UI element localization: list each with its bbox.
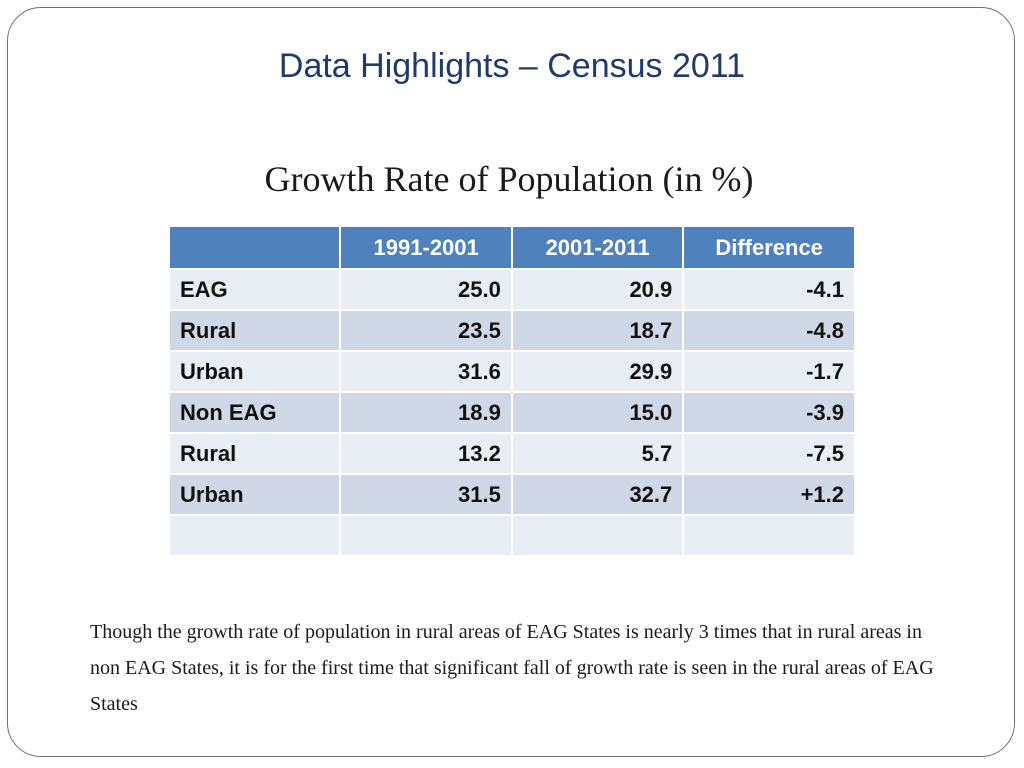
row-label: EAG bbox=[170, 269, 342, 311]
value-2001-2011: 5.7 bbox=[511, 433, 685, 475]
slide-title: Data Highlights – Census 2011 bbox=[278, 47, 746, 85]
table-row: Urban 31.6 29.9 -1.7 bbox=[170, 351, 854, 393]
row-label: Non EAG bbox=[170, 392, 342, 434]
row-label: Rural bbox=[170, 310, 342, 352]
value-1991-2001: 13.2 bbox=[340, 433, 513, 475]
header-cell-2001-2011: 2001-2011 bbox=[511, 227, 685, 270]
header-cell-category bbox=[170, 227, 342, 270]
value-2001-2011: 32.7 bbox=[511, 474, 685, 516]
table-row: Urban 31.5 32.7 +1.2 bbox=[170, 474, 854, 516]
value-difference: -4.1 bbox=[683, 269, 854, 311]
table-header-row: 1991-2001 2001-2011 Difference bbox=[170, 227, 854, 270]
value-2001-2011 bbox=[511, 515, 685, 557]
value-2001-2011: 20.9 bbox=[511, 269, 685, 311]
value-1991-2001: 18.9 bbox=[340, 392, 513, 434]
value-1991-2001: 31.6 bbox=[340, 351, 513, 393]
row-label: Urban bbox=[170, 351, 342, 393]
row-label: Rural bbox=[170, 433, 342, 475]
table-row-empty bbox=[170, 515, 854, 557]
row-label: Urban bbox=[170, 474, 342, 516]
value-2001-2011: 15.0 bbox=[511, 392, 685, 434]
header-cell-1991-2001: 1991-2001 bbox=[340, 227, 513, 270]
table-row: Non EAG 18.9 15.0 -3.9 bbox=[170, 392, 854, 434]
value-difference: -7.5 bbox=[683, 433, 854, 475]
growth-rate-table: 1991-2001 2001-2011 Difference EAG 25.0 … bbox=[170, 227, 854, 557]
value-1991-2001: 31.5 bbox=[340, 474, 513, 516]
table-row: EAG 25.0 20.9 -4.1 bbox=[170, 269, 854, 311]
value-2001-2011: 29.9 bbox=[511, 351, 685, 393]
value-difference: -3.9 bbox=[683, 392, 854, 434]
value-2001-2011: 18.7 bbox=[511, 310, 685, 352]
value-difference: -4.8 bbox=[683, 310, 854, 352]
value-difference bbox=[683, 515, 854, 557]
value-difference: +1.2 bbox=[683, 474, 854, 516]
value-1991-2001: 25.0 bbox=[340, 269, 513, 311]
table-title: Growth Rate of Population (in %) bbox=[264, 159, 754, 199]
table-row: Rural 13.2 5.7 -7.5 bbox=[170, 433, 854, 475]
header-cell-difference: Difference bbox=[683, 227, 854, 270]
value-1991-2001: 23.5 bbox=[340, 310, 513, 352]
table-row: Rural 23.5 18.7 -4.8 bbox=[170, 310, 854, 352]
value-difference: -1.7 bbox=[683, 351, 854, 393]
value-1991-2001 bbox=[340, 515, 513, 557]
caption-text: Though the growth rate of population in … bbox=[90, 621, 934, 715]
row-label bbox=[170, 515, 342, 557]
